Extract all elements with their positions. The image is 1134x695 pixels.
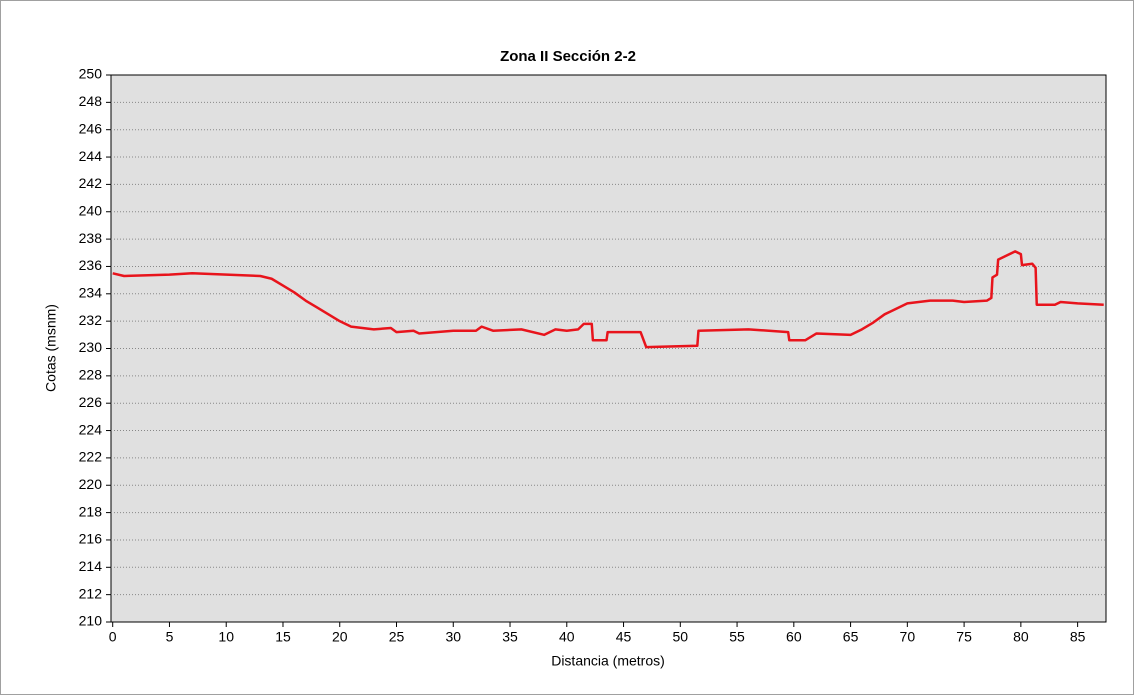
y-tick-label: 230	[79, 339, 103, 355]
y-tick-label: 232	[79, 312, 103, 328]
x-tick-label: 60	[786, 629, 802, 645]
x-tick-label: 20	[332, 629, 348, 645]
y-tick-label: 240	[79, 202, 103, 218]
y-tick-label: 248	[79, 93, 103, 109]
x-tick-label: 35	[502, 629, 518, 645]
x-tick-label: 85	[1070, 629, 1086, 645]
x-tick-label: 55	[729, 629, 745, 645]
x-tick-label: 5	[166, 629, 174, 645]
y-tick-label: 234	[79, 285, 103, 301]
y-axis-label: Cotas (msnm)	[43, 304, 59, 392]
y-tick-label: 224	[79, 421, 103, 437]
x-axis-label: Distancia (metros)	[551, 653, 665, 669]
x-tick-label: 30	[445, 629, 461, 645]
x-tick-label: 0	[109, 629, 117, 645]
x-tick-label: 40	[559, 629, 575, 645]
x-tick-label: 80	[1013, 629, 1029, 645]
x-tick-label: 15	[275, 629, 291, 645]
y-tick-label: 244	[79, 148, 103, 164]
x-tick-label: 75	[956, 629, 972, 645]
y-tick-label: 218	[79, 503, 103, 519]
x-tick-label: 70	[900, 629, 916, 645]
y-tick-label: 210	[79, 613, 103, 629]
y-tick-label: 220	[79, 476, 103, 492]
plot-area	[110, 74, 1107, 623]
x-tick-label: 50	[673, 629, 689, 645]
y-tick-label: 238	[79, 230, 103, 246]
y-tick-label: 216	[79, 531, 103, 547]
y-tick-label: 236	[79, 257, 103, 273]
y-tick-label: 226	[79, 394, 103, 410]
y-tick-label: 242	[79, 175, 103, 191]
x-tick-label: 10	[218, 629, 234, 645]
y-tick-label: 246	[79, 120, 103, 136]
y-tick-label: 250	[79, 66, 103, 82]
y-tick-label: 212	[79, 585, 103, 601]
x-tick-label: 25	[389, 629, 405, 645]
chart-title: Zona II Sección 2-2	[500, 48, 636, 65]
y-tick-label: 222	[79, 449, 103, 465]
y-tick-label: 228	[79, 367, 103, 383]
x-tick-label: 65	[843, 629, 859, 645]
y-tick-label: 214	[79, 558, 103, 574]
data-line	[112, 250, 1104, 349]
x-tick-label: 45	[616, 629, 632, 645]
